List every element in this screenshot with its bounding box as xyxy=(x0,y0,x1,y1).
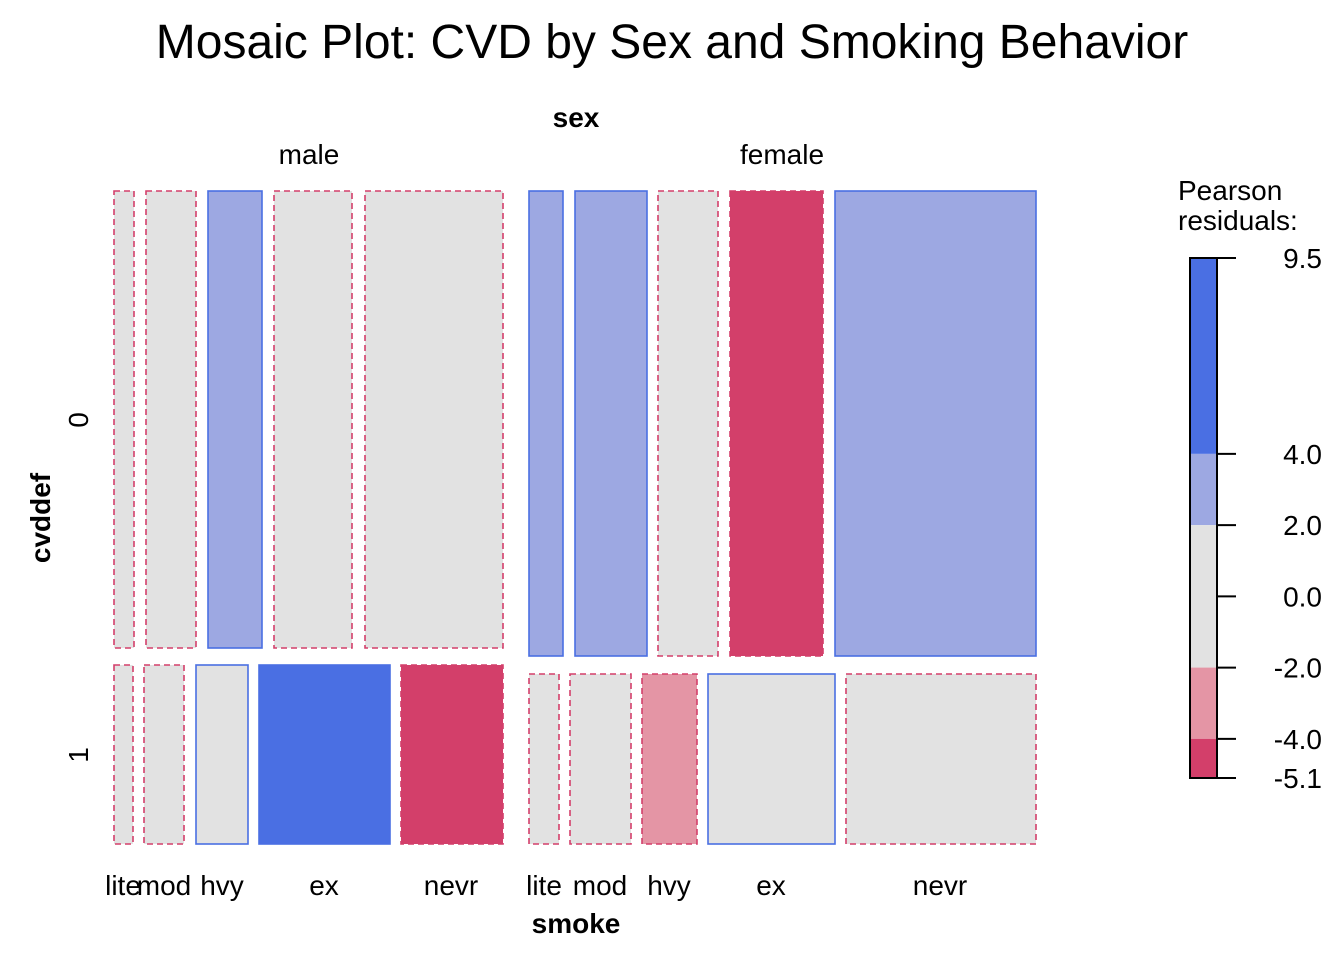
legend-ticks: 9.5 4.0 2.0 0.0 -2.0 -4.0 -5.1 xyxy=(1217,243,1322,794)
smoke-label-male-nevr: nevr xyxy=(424,870,478,901)
chart-title: Mosaic Plot: CVD by Sex and Smoking Beha… xyxy=(156,16,1188,69)
smoke-label-male-hvy: hvy xyxy=(200,870,244,901)
legend-tick-label-5: -4.0 xyxy=(1274,724,1322,755)
smoke-label-male-mod: mod xyxy=(137,870,191,901)
smoke-label-female-nevr: nevr xyxy=(913,870,967,901)
cvd-label-0: 0 xyxy=(63,412,94,428)
legend: Pearson residuals: 9.5 4.0 2.0 0.0 -2.0 -4.0 -… xyxy=(1178,175,1322,794)
smoke-labels-female: lite mod hvy ex nevr xyxy=(526,870,967,901)
mosaic-cell-female-cvd1-lite xyxy=(528,673,560,845)
top-variable-label: sex xyxy=(553,102,600,133)
mosaic-cell-female-cvd0-hvy xyxy=(657,190,719,657)
mosaic-cell-male-cvd0-nevr xyxy=(364,190,504,649)
mosaic-cell-male-cvd1-mod xyxy=(143,664,185,845)
smoke-label-female-lite: lite xyxy=(526,870,562,901)
mosaic-cell-male-cvd0-mod xyxy=(145,190,197,649)
mosaic-cell-male-cvd0-lite xyxy=(113,190,135,649)
legend-color-bar xyxy=(1190,258,1217,778)
legend-tick-label-4: -2.0 xyxy=(1274,653,1322,684)
smoke-label-female-hvy: hvy xyxy=(647,870,691,901)
mosaic-cell-male-cvd0-hvy xyxy=(207,190,263,649)
mosaic-cell-female-cvd0-nevr xyxy=(834,190,1037,657)
mosaic-cells xyxy=(113,190,1037,845)
mosaic-cell-female-cvd0-mod xyxy=(574,190,648,657)
legend-band-1 xyxy=(1190,453,1217,526)
smoke-label-male-lite: lite xyxy=(105,870,141,901)
mosaic-cell-female-cvd1-ex xyxy=(707,673,836,845)
sex-label-female: female xyxy=(740,139,824,170)
legend-tick-label-1: 4.0 xyxy=(1283,439,1322,470)
legend-tick-label-2: 2.0 xyxy=(1283,510,1322,541)
legend-title-line1: Pearson xyxy=(1178,175,1282,206)
cvd-label-1: 1 xyxy=(63,747,94,763)
mosaic-cell-male-cvd1-nevr xyxy=(400,664,504,845)
smoke-label-female-ex: ex xyxy=(756,870,786,901)
bottom-variable-label: smoke xyxy=(532,908,621,939)
mosaic-cell-male-cvd1-lite xyxy=(113,664,134,845)
mosaic-cell-female-cvd1-mod xyxy=(569,673,632,845)
smoke-label-male-ex: ex xyxy=(309,870,339,901)
mosaic-cell-female-cvd0-ex xyxy=(729,190,824,657)
legend-tick-label-6: -5.1 xyxy=(1274,763,1322,794)
smoke-label-female-mod: mod xyxy=(573,870,627,901)
smoke-labels-male: lite mod hvy ex nevr xyxy=(105,870,478,901)
left-variable-label: cvddef xyxy=(25,472,56,563)
legend-band-0 xyxy=(1190,258,1217,454)
mosaic-cell-female-cvd1-nevr xyxy=(845,673,1037,845)
legend-band-3 xyxy=(1190,667,1217,739)
legend-bar-outline xyxy=(1189,257,1218,779)
sex-label-male: male xyxy=(279,139,340,170)
mosaic-cell-female-cvd1-hvy xyxy=(641,673,698,845)
legend-band-2 xyxy=(1190,525,1217,668)
mosaic-cell-male-cvd0-ex xyxy=(273,190,353,649)
mosaic-cell-male-cvd1-hvy xyxy=(195,664,249,845)
legend-tick-label-0: 9.5 xyxy=(1283,243,1322,274)
legend-title-line2: residuals: xyxy=(1178,205,1298,236)
mosaic-cell-female-cvd0-lite xyxy=(528,190,564,657)
legend-band-4 xyxy=(1190,738,1217,778)
legend-tick-label-3: 0.0 xyxy=(1283,581,1322,612)
mosaic-cell-male-cvd1-ex xyxy=(258,664,391,845)
